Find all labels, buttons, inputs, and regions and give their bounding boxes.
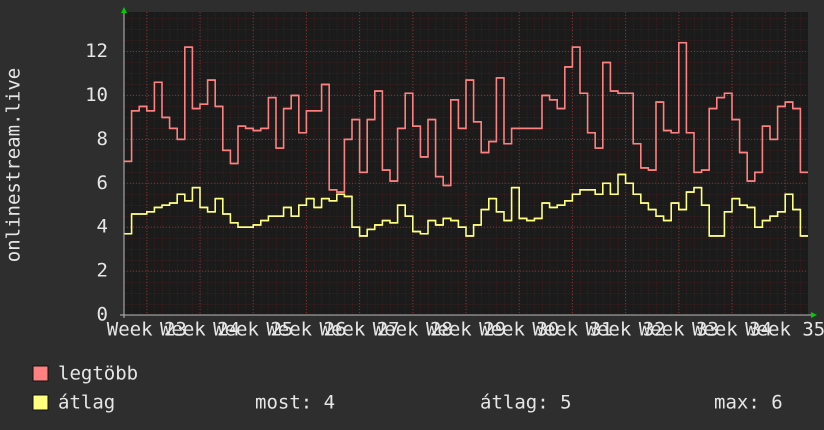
legend-label: legtöbb — [58, 363, 138, 385]
y-tick-label: 0 — [97, 304, 108, 326]
y-tick-label: 4 — [97, 216, 108, 238]
x-tick-label: Week 30 — [479, 319, 559, 341]
y-tick-label: 10 — [85, 84, 108, 106]
y-tick-label: 6 — [97, 172, 108, 194]
y-axis-label: onlinestream.live — [3, 68, 25, 262]
x-tick-label: Week 25 — [213, 319, 293, 341]
stat-label: max: 6 — [714, 392, 783, 414]
legend: legtöbb átlag most: 4 átlag: 5 max: 6 — [32, 363, 783, 414]
x-tick-label: Week 27 — [320, 319, 400, 341]
lines — [124, 41, 808, 237]
legend-label: átlag — [58, 392, 115, 414]
y-tick-label: 12 — [85, 40, 108, 62]
x-tick-label: Week 34 — [692, 319, 772, 341]
axis-arrow — [121, 7, 127, 13]
y-tick-label: 2 — [97, 260, 108, 282]
x-tick-label: Week 26 — [266, 319, 346, 341]
y-tick-label: 8 — [97, 128, 108, 150]
legend-swatch — [32, 394, 49, 411]
stat-label: most: 4 — [255, 392, 335, 414]
x-tick-label: Week 28 — [373, 319, 453, 341]
x-tick-label: Week 35 — [745, 319, 824, 341]
axis-arrow — [811, 312, 817, 318]
stat-label: átlag: 5 — [480, 392, 572, 414]
x-tick-label: Week 31 — [532, 319, 612, 341]
x-tick-label: Week 24 — [160, 319, 240, 341]
x-tick-label: Week 32 — [586, 319, 666, 341]
x-tick-label: Week 23 — [107, 319, 187, 341]
x-tick-label: Week 33 — [639, 319, 719, 341]
x-tick-label: Week 29 — [426, 319, 506, 341]
legend-swatch — [32, 365, 49, 382]
